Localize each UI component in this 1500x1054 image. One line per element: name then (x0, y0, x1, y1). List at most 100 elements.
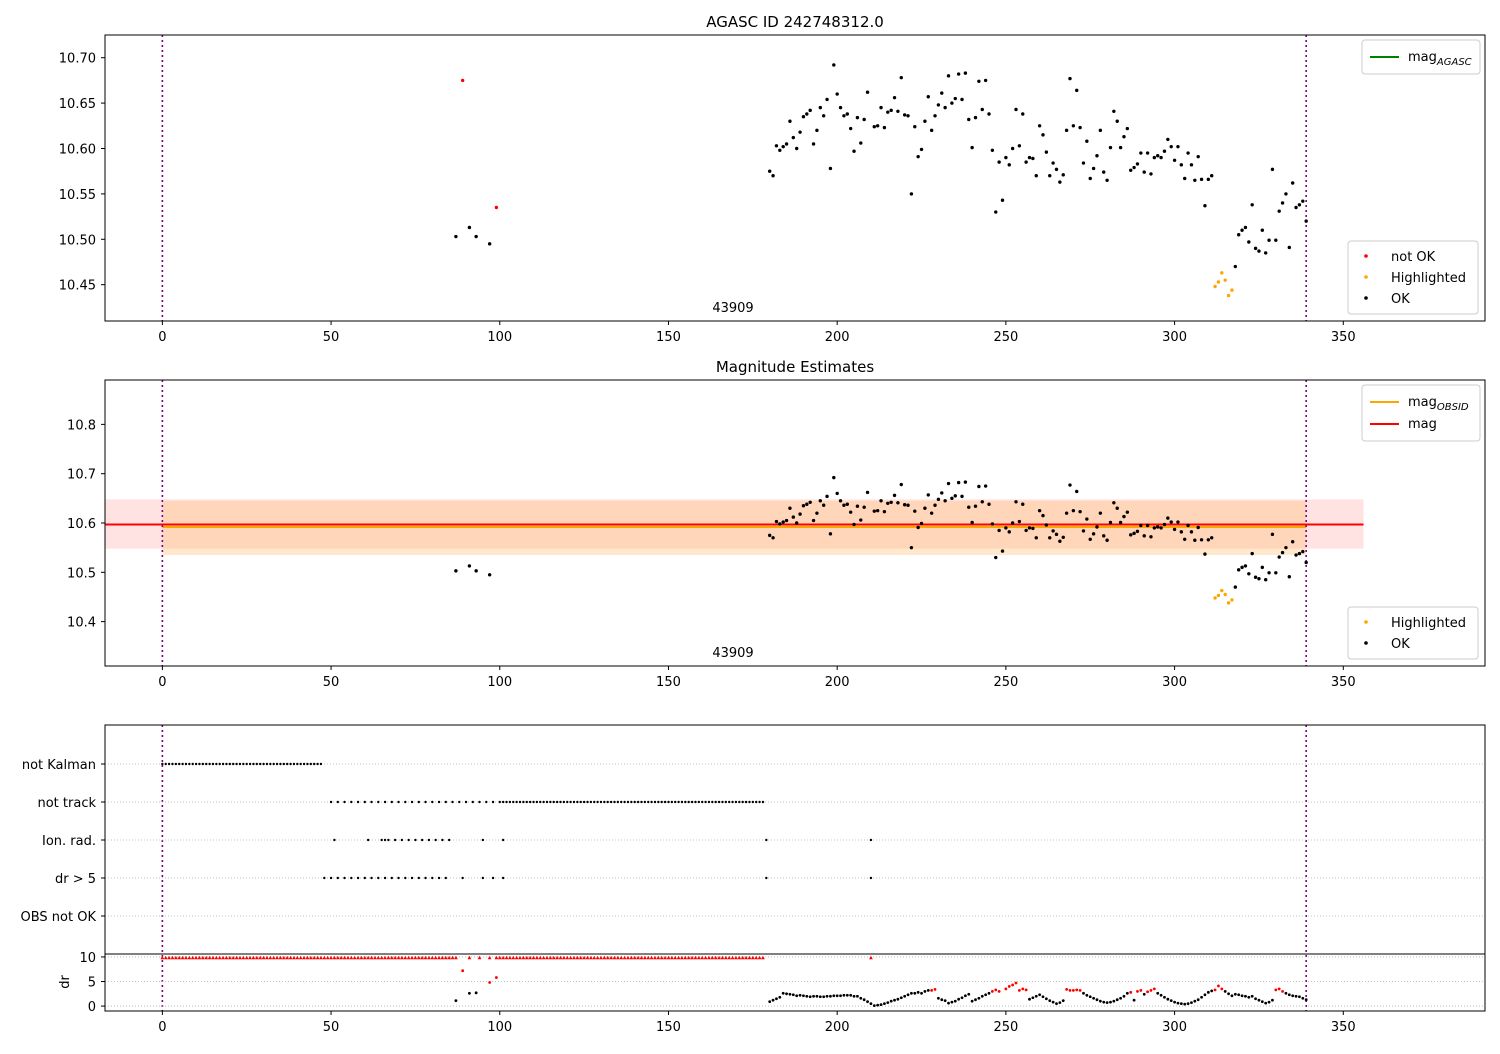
data-point (875, 124, 880, 128)
dr-capped-point (740, 955, 745, 960)
data-point (1230, 288, 1234, 292)
data-point (997, 160, 1001, 164)
data-point (983, 78, 988, 83)
dr-point (1102, 1000, 1106, 1004)
flag-point (343, 800, 346, 804)
data-point (1156, 525, 1160, 529)
data-point (909, 545, 914, 550)
dr-point (1068, 988, 1072, 992)
data-point (892, 493, 897, 498)
flag-point (724, 800, 728, 804)
dr-point (980, 994, 984, 998)
dr-capped-point (588, 955, 593, 960)
flag-point (701, 800, 704, 804)
dr-capped-point (609, 955, 614, 960)
dr-point (1044, 997, 1048, 1001)
dr-capped-point (467, 955, 472, 960)
data-point (1270, 167, 1275, 172)
dr-capped-point (723, 955, 728, 960)
dr-capped-point (224, 955, 229, 960)
dr-capped-point (403, 955, 408, 960)
dr-capped-point (383, 955, 387, 960)
dr-point (920, 991, 923, 995)
data-point (862, 117, 866, 122)
data-point (872, 509, 876, 513)
dr-capped-point (531, 955, 536, 960)
dr-point (815, 994, 819, 998)
dr-capped-point (190, 955, 195, 960)
flag-point (414, 838, 417, 842)
data-point (1257, 577, 1261, 581)
flag-point (259, 762, 262, 766)
flag-point (404, 876, 407, 880)
flag-point (717, 800, 721, 804)
dr-point (1139, 988, 1143, 992)
dr-capped-point (325, 955, 330, 960)
dr-capped-point (265, 955, 269, 960)
data-point (1044, 150, 1049, 154)
data-point (1220, 588, 1224, 593)
data-point (1115, 506, 1119, 510)
data-point (1075, 489, 1079, 494)
flag-point (549, 800, 552, 804)
data-point (929, 128, 934, 133)
data-point (1085, 517, 1089, 521)
data-point (1149, 172, 1153, 176)
data-point (494, 205, 499, 210)
data-point (1257, 249, 1261, 253)
dr-point (1186, 1002, 1190, 1006)
data-point (781, 520, 785, 524)
dr-capped-point (507, 955, 512, 960)
dr-capped-point (713, 955, 718, 960)
data-point (1294, 205, 1298, 210)
data-point (838, 105, 843, 110)
flag-point (387, 838, 390, 842)
dr-point (994, 988, 998, 992)
dr-point (1260, 1000, 1264, 1004)
flag-point (424, 800, 427, 804)
panel-flags: not Kalman not track Ion. rad. dr > 5 OBS no… (21, 724, 1486, 1035)
data-point (1196, 154, 1200, 159)
data-point (1193, 178, 1197, 182)
x-tick-label: 350 (1331, 1020, 1356, 1035)
flag-point (738, 800, 741, 804)
data-point (1007, 163, 1011, 167)
data-point (842, 503, 846, 507)
data-point (1216, 280, 1221, 284)
flag-point (437, 800, 441, 804)
data-point (1159, 155, 1163, 160)
data-point (1139, 151, 1143, 155)
dr-capped-point (234, 955, 239, 960)
panel-magnitude-title: Magnitude Estimates (716, 358, 874, 376)
data-point (474, 234, 478, 239)
data-point (832, 63, 836, 67)
data-point (1230, 598, 1234, 602)
data-point (1098, 128, 1103, 133)
x-tick-label: 0 (158, 1020, 166, 1035)
dr-point (1021, 987, 1025, 991)
dr-point (1095, 998, 1099, 1002)
dr-point (1166, 997, 1170, 1001)
data-point (835, 491, 839, 496)
data-point (950, 496, 954, 501)
flag-point (235, 762, 238, 766)
flag-point (501, 800, 505, 804)
dr-point (1051, 1000, 1055, 1004)
dr-point (808, 995, 812, 999)
data-point (1034, 174, 1038, 178)
data-point (916, 525, 920, 530)
data-point (859, 141, 863, 145)
dr-capped-point (177, 955, 182, 960)
dr-capped-point (653, 955, 657, 960)
data-point (1213, 596, 1217, 600)
flag-point (754, 800, 758, 804)
data-point (1108, 520, 1113, 525)
flag-row-label: not Kalman (22, 758, 96, 773)
dr-point (913, 991, 917, 995)
dr-point (936, 996, 940, 1000)
dr-capped-point (389, 955, 394, 960)
data-point (879, 499, 883, 503)
data-point (778, 148, 782, 153)
flag-point (765, 838, 768, 842)
dr-point (1098, 999, 1102, 1003)
